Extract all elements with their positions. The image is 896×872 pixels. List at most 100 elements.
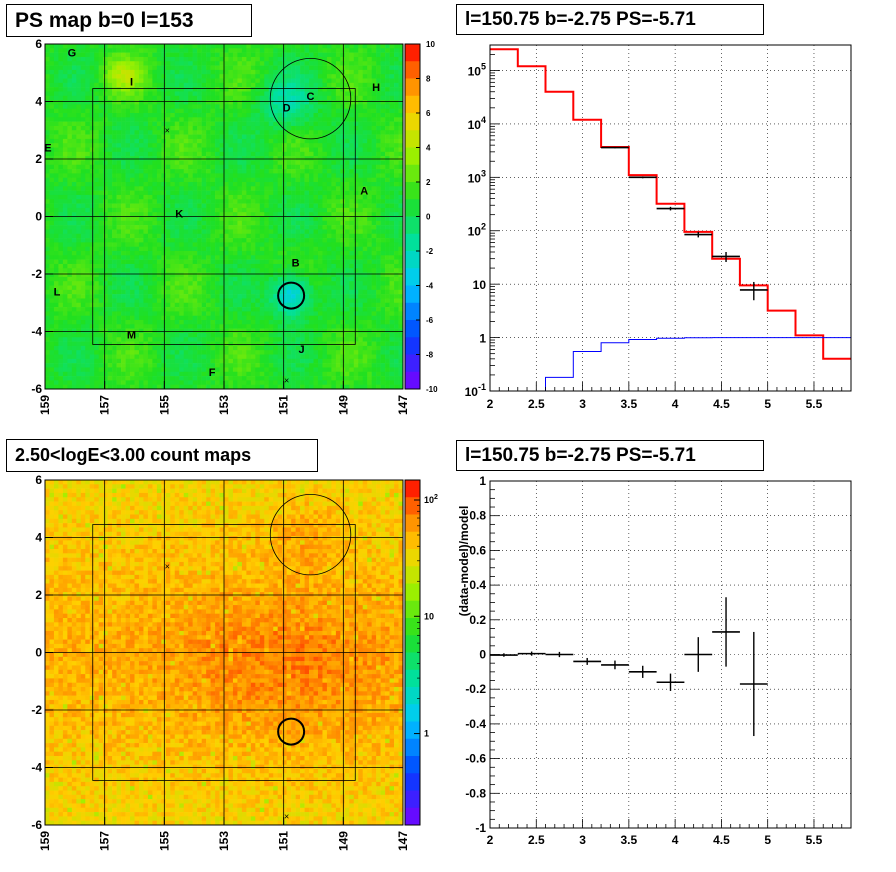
map-source-circle	[269, 57, 352, 140]
map-roi-box	[92, 88, 356, 345]
x-tick-label: 5	[764, 397, 771, 411]
x-tick-label: 5.5	[806, 397, 823, 411]
x-tick-label: 157	[98, 831, 112, 851]
x-tick-label: 155	[157, 831, 171, 851]
x-tick-label: 159	[38, 831, 52, 851]
y-tick-label: 0.4	[469, 578, 486, 592]
map-target-marker	[277, 717, 306, 746]
y-tick-label: 0	[35, 210, 42, 224]
map-source-label: G	[68, 48, 77, 60]
background-histogram	[545, 337, 851, 391]
colorbar-tick-label: 10	[426, 40, 435, 49]
ps-map-panel: × × A B C D E F G H I J K L M 159 157 155 153 151 149 147 6 4 2 0…	[0, 0, 448, 436]
map-source-label: H	[372, 82, 380, 94]
colorbar-tick-label: 8	[426, 75, 431, 84]
colorbar-tick-label: 1	[424, 729, 429, 739]
y-tick-label: -6	[31, 382, 42, 396]
count-colorbar	[405, 480, 420, 826]
y-tick-label: 0.2	[469, 613, 486, 627]
y-tick-label: 4	[35, 531, 42, 545]
y-tick-label: 2	[35, 588, 42, 602]
map-cross-marker: ×	[284, 811, 289, 821]
y-tick-label: -1	[475, 821, 486, 835]
x-tick-label: 5	[764, 833, 771, 847]
x-tick-label: 4	[672, 833, 679, 847]
x-tick-label: 4.5	[713, 833, 730, 847]
map-source-label: M	[127, 329, 136, 341]
spectrum-frame	[489, 44, 852, 392]
count-map-title: 2.50<logE<3.00 count maps	[6, 439, 318, 472]
x-tick-label: 147	[396, 395, 410, 415]
map-source-label: A	[360, 186, 368, 198]
y-tick-label: -0.4	[465, 717, 486, 731]
count-map-pixels	[45, 480, 404, 826]
map-target-marker	[277, 281, 306, 310]
map-source-label: L	[54, 286, 61, 298]
x-tick-label: 159	[38, 395, 52, 415]
x-tick-label: 151	[277, 395, 291, 415]
map-cross-marker: ×	[165, 125, 170, 135]
y-tick-label: 1	[479, 332, 486, 346]
x-tick-label: 2.5	[528, 397, 545, 411]
x-tick-label: 3.5	[621, 397, 638, 411]
count-map-svg: × × 159 157 155 153 151 149 147 6 4 2 0 -2 -4 -6 102 10 1	[31, 473, 438, 851]
map-source-label: J	[299, 344, 305, 356]
x-tick-label: 149	[336, 395, 350, 415]
map-source-label: B	[292, 258, 300, 270]
y-tick-label: -2	[31, 267, 42, 281]
x-tick-label: 149	[336, 831, 350, 851]
colorbar-tick-label: -8	[426, 351, 434, 360]
x-tick-label: 155	[157, 395, 171, 415]
colorbar-tick-label: -10	[426, 385, 438, 394]
colorbar-tick-label: 2	[426, 178, 431, 187]
y-tick-label: 10	[473, 278, 487, 292]
y-axis-label: (data-model)/model	[457, 506, 471, 617]
y-tick-label: 4	[35, 95, 42, 109]
y-tick-label: 1	[479, 474, 486, 488]
map-source-label: F	[209, 367, 216, 379]
map-cross-marker: ×	[284, 375, 289, 385]
y-tick-label: -4	[31, 325, 42, 339]
residual-panel: 2 2.5 3 3.5 4 4.5 5 5.5 1 0.8 0.6 0.4 0.2 0 -0.2 -0.4 -0…	[448, 436, 896, 872]
y-tick-label: 103	[468, 168, 486, 185]
y-tick-label: 2	[35, 152, 42, 166]
x-tick-label: 3	[579, 833, 586, 847]
map-source-circle	[269, 493, 352, 576]
map-roi-box	[92, 524, 356, 781]
spectrum-title: l=150.75 b=-2.75 PS=-5.71	[456, 4, 764, 35]
x-tick-label: 3	[579, 397, 586, 411]
y-tick-label: 6	[35, 473, 42, 487]
x-tick-label: 2.5	[528, 833, 545, 847]
map-source-label: K	[175, 209, 183, 221]
y-tick-label: -0.2	[465, 682, 486, 696]
model-histogram	[490, 48, 851, 360]
colorbar-tick-label: -2	[426, 247, 434, 256]
colorbar-tick-label: 102	[424, 494, 438, 505]
map-source-label: D	[283, 102, 291, 114]
ps-map-pixels	[45, 44, 404, 390]
residual-title: l=150.75 b=-2.75 PS=-5.71	[456, 440, 764, 471]
map-source-label: C	[307, 91, 315, 103]
ps-map-title: PS map b=0 l=153	[6, 4, 252, 37]
x-tick-label: 5.5	[806, 833, 823, 847]
colorbar-tick-label: 10	[424, 611, 434, 621]
y-tick-label: 0.6	[469, 543, 486, 557]
y-tick-label: 0.8	[469, 509, 486, 523]
x-tick-label: 4.5	[713, 397, 730, 411]
y-tick-label: 6	[35, 37, 42, 51]
y-tick-label: 0	[35, 646, 42, 660]
ps-colorbar	[405, 44, 420, 390]
map-source-label: I	[130, 76, 133, 88]
x-tick-label: 2	[487, 397, 494, 411]
y-tick-label: -6	[31, 818, 42, 832]
colorbar-tick-label: 6	[426, 109, 431, 118]
map-cross-marker: ×	[165, 561, 170, 571]
x-tick-label: 4	[672, 397, 679, 411]
ps-map-svg: × × A B C D E F G H I J K L M 159 157 155 153 151 149 147 6 4 2 0…	[31, 37, 438, 415]
residual-svg: 2 2.5 3 3.5 4 4.5 5 5.5 1 0.8 0.6 0.4 0.2 0 -0.2 -0.4 -0…	[457, 474, 852, 847]
spectrum-plot-area	[490, 48, 851, 391]
y-tick-label: 104	[468, 115, 486, 132]
colorbar-tick-label: -4	[426, 282, 434, 291]
y-tick-label: -0.8	[465, 786, 486, 800]
